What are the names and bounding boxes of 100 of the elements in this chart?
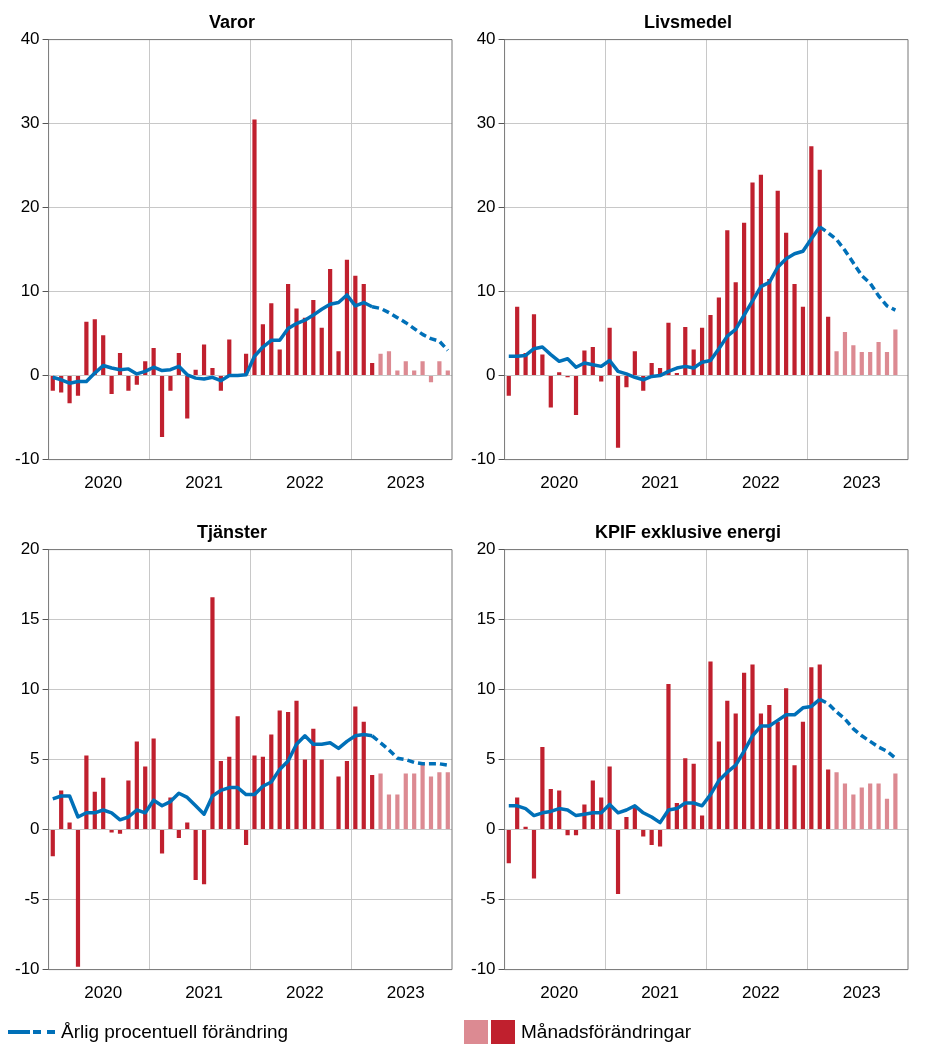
legend-label: Årlig procentuell förändring <box>61 1021 289 1043</box>
bar <box>84 321 89 376</box>
bar <box>674 373 679 376</box>
bar <box>218 761 223 830</box>
x-tick-label: 2021 <box>641 473 679 493</box>
bar <box>792 765 797 830</box>
bar <box>784 688 789 830</box>
x-tick-label: 2021 <box>641 983 679 1003</box>
bar <box>378 773 383 830</box>
bar <box>370 363 375 376</box>
bar <box>826 316 831 376</box>
x-tick-label: 2022 <box>742 983 780 1003</box>
bar <box>420 361 425 376</box>
bar <box>615 830 621 894</box>
bar <box>84 755 89 830</box>
x-tick-label: 2020 <box>540 473 579 493</box>
y-tick-label: 15 <box>476 609 496 629</box>
bar <box>624 376 629 388</box>
bar <box>361 284 366 376</box>
bar <box>683 758 688 830</box>
x-tick-label: 2021 <box>185 473 223 493</box>
bar <box>531 830 537 879</box>
bar <box>792 284 797 376</box>
bar <box>750 182 755 376</box>
y-tick-label: -10 <box>14 449 40 469</box>
x-tick-label: 2020 <box>84 983 123 1003</box>
bar <box>437 361 442 376</box>
bar <box>540 747 545 830</box>
bar <box>893 773 898 830</box>
bar <box>378 353 383 376</box>
bar <box>540 354 545 376</box>
bar <box>159 376 165 437</box>
bar <box>201 344 207 376</box>
bar <box>775 190 780 376</box>
x-tick-label: 2023 <box>386 473 425 493</box>
chart-title: Livsmedel <box>643 11 733 32</box>
bar <box>893 329 898 376</box>
y-tick-label: 10 <box>20 281 40 301</box>
bar <box>403 361 408 376</box>
chart-title: KPIF exklusive energi <box>594 521 782 542</box>
bar <box>328 268 333 376</box>
bar <box>826 769 831 830</box>
y-tick-label: 10 <box>476 281 496 301</box>
bar <box>67 822 72 830</box>
bar <box>742 672 747 830</box>
bar <box>227 756 232 830</box>
bar <box>884 352 890 376</box>
bar <box>834 772 839 830</box>
bar <box>269 303 274 376</box>
y-tick-label: 15 <box>20 609 40 629</box>
bar <box>708 315 713 376</box>
bar <box>725 230 730 376</box>
bar <box>842 331 848 376</box>
bar <box>50 830 55 857</box>
bar <box>252 755 257 830</box>
bar <box>210 597 215 830</box>
bar <box>235 716 240 830</box>
y-tick-label: -10 <box>470 449 496 469</box>
bar <box>168 376 173 391</box>
y-tick-label: 20 <box>476 197 496 217</box>
bar <box>859 352 864 376</box>
bar <box>750 664 755 830</box>
bar <box>176 830 181 838</box>
bar <box>523 826 528 830</box>
bar <box>344 259 350 376</box>
bar <box>506 830 511 864</box>
x-tick-label: 2020 <box>84 473 123 493</box>
bar <box>412 773 417 830</box>
bar <box>420 763 425 830</box>
bar <box>126 376 131 391</box>
y-tick-label: 30 <box>476 113 496 133</box>
y-tick-label: 0 <box>30 365 40 385</box>
y-tick-label: 0 <box>486 819 496 839</box>
bar <box>353 706 358 830</box>
bar <box>800 721 806 830</box>
bar <box>632 351 637 376</box>
bar <box>699 815 705 830</box>
bar <box>809 667 814 830</box>
bar <box>193 830 198 880</box>
y-tick-label: 40 <box>20 29 40 49</box>
bar <box>876 342 881 376</box>
bar <box>725 700 730 830</box>
bar <box>428 376 434 383</box>
bar <box>75 830 81 967</box>
bar <box>742 222 747 376</box>
bar <box>884 798 890 830</box>
bar <box>403 773 408 830</box>
bar <box>294 700 299 830</box>
bar <box>834 351 839 376</box>
bar <box>386 794 392 830</box>
bar <box>573 376 579 416</box>
bar <box>758 713 764 830</box>
bar <box>515 306 520 376</box>
bar <box>767 705 772 830</box>
bar <box>445 772 450 830</box>
bar <box>361 721 366 830</box>
y-tick-label: 30 <box>20 113 40 133</box>
bar <box>437 772 442 830</box>
y-tick-label: 0 <box>30 819 40 839</box>
bar <box>868 352 873 376</box>
